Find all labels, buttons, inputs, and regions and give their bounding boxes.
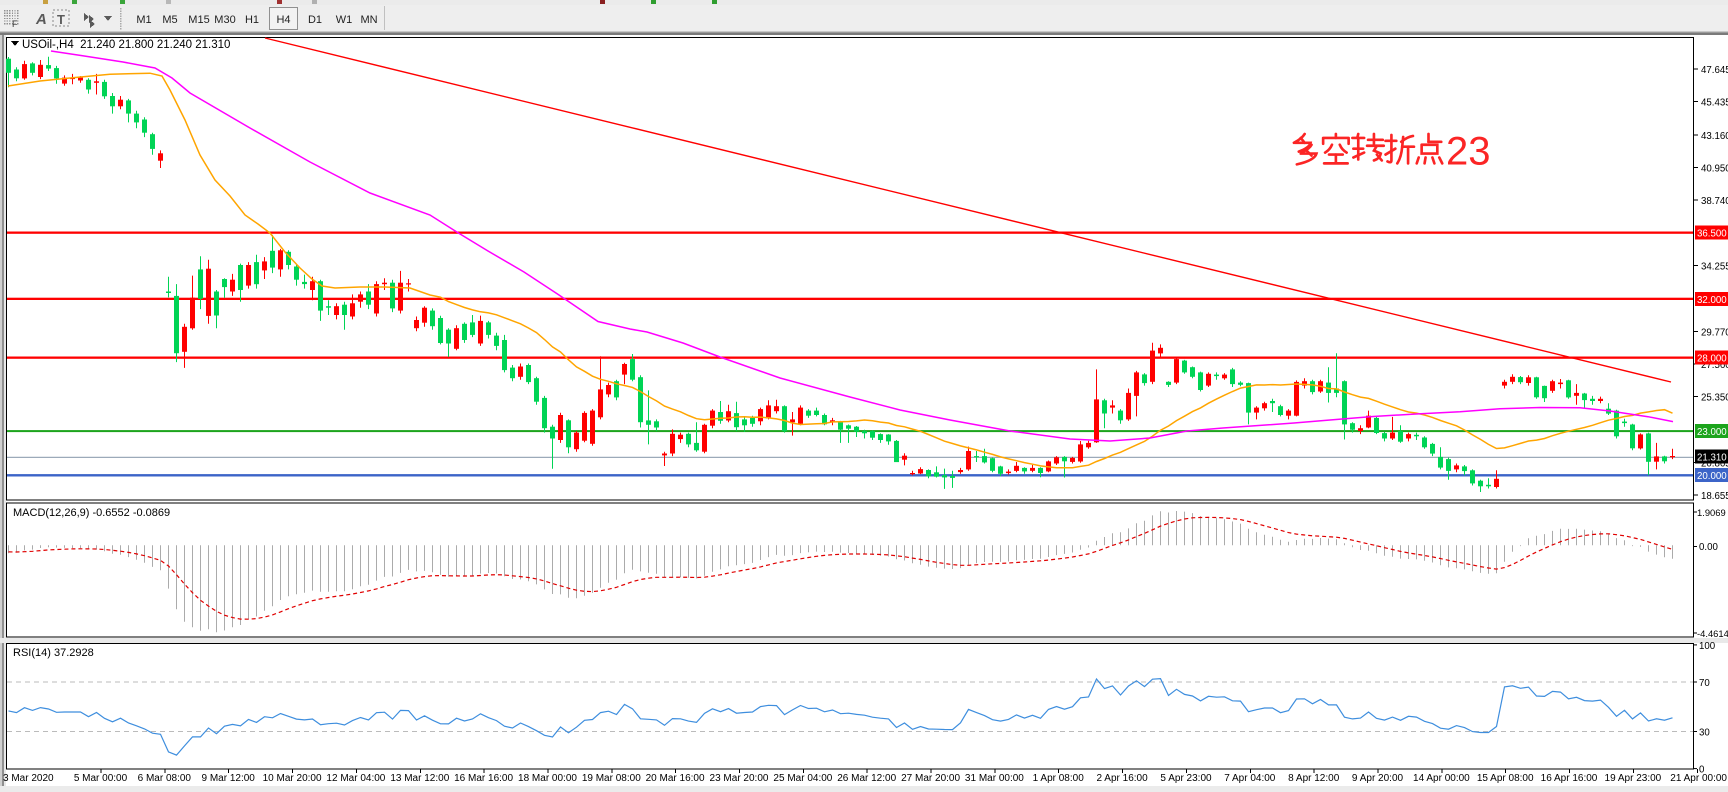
svg-text:9 Apr 20:00: 9 Apr 20:00 (1352, 773, 1404, 784)
svg-text:14 Apr 00:00: 14 Apr 00:00 (1413, 773, 1470, 784)
svg-text:D1: D1 (308, 14, 322, 26)
svg-text:15 Apr 08:00: 15 Apr 08:00 (1477, 773, 1534, 784)
svg-text:A: A (35, 11, 47, 28)
svg-text:5 Mar 00:00: 5 Mar 00:00 (74, 773, 128, 784)
svg-text:0.00: 0.00 (1699, 542, 1718, 553)
svg-text:47.645: 47.645 (1701, 65, 1728, 76)
svg-text:32.000: 32.000 (1697, 295, 1727, 306)
svg-text:H1: H1 (245, 14, 259, 26)
svg-text:12 Mar 04:00: 12 Mar 04:00 (326, 773, 385, 784)
svg-text:25.350: 25.350 (1701, 393, 1728, 404)
svg-text:MN: MN (360, 14, 377, 26)
svg-text:18 Mar 00:00: 18 Mar 00:00 (518, 773, 577, 784)
svg-text:23.000: 23.000 (1697, 427, 1727, 438)
svg-text:3 Mar 2020: 3 Mar 2020 (3, 773, 54, 784)
svg-text:W1: W1 (336, 14, 353, 26)
svg-text:43.160: 43.160 (1701, 131, 1728, 142)
svg-text:29.770: 29.770 (1701, 328, 1728, 339)
svg-text:70: 70 (1699, 678, 1710, 689)
svg-text:M15: M15 (188, 14, 209, 26)
svg-text:M1: M1 (136, 14, 151, 26)
svg-text:18.655: 18.655 (1701, 491, 1728, 502)
svg-text:1.9069: 1.9069 (1697, 507, 1726, 518)
svg-text:T: T (57, 12, 65, 27)
svg-text:23 Mar 20:00: 23 Mar 20:00 (710, 773, 769, 784)
svg-text:45.435: 45.435 (1701, 97, 1728, 108)
svg-text:5 Apr 23:00: 5 Apr 23:00 (1160, 773, 1212, 784)
svg-text:19 Mar 08:00: 19 Mar 08:00 (582, 773, 641, 784)
svg-text:1 Apr 08:00: 1 Apr 08:00 (1033, 773, 1085, 784)
svg-text:F: F (12, 19, 18, 29)
svg-text:21 Apr 00:00: 21 Apr 00:00 (1670, 773, 1727, 784)
svg-text:26 Mar 12:00: 26 Mar 12:00 (837, 773, 896, 784)
svg-text:20 Mar 16:00: 20 Mar 16:00 (646, 773, 705, 784)
svg-text:31 Mar 00:00: 31 Mar 00:00 (965, 773, 1024, 784)
svg-text:-4.4614: -4.4614 (1697, 628, 1728, 639)
svg-text:20.865: 20.865 (1701, 459, 1728, 470)
svg-text:27.560: 27.560 (1701, 360, 1728, 371)
svg-text:38.740: 38.740 (1701, 196, 1728, 207)
svg-text:2 Apr 16:00: 2 Apr 16:00 (1097, 773, 1149, 784)
svg-text:USOil-,H4 21.240 21.800 21.24: USOil-,H4 21.240 21.800 21.240 21.310 (22, 39, 230, 51)
svg-text:25 Mar 04:00: 25 Mar 04:00 (773, 773, 832, 784)
svg-text:16 Apr 16:00: 16 Apr 16:00 (1541, 773, 1598, 784)
svg-text:20.000: 20.000 (1697, 471, 1727, 482)
svg-text:23: 23 (1446, 130, 1491, 174)
svg-text:28.000: 28.000 (1697, 354, 1727, 365)
svg-text:100: 100 (1699, 641, 1716, 652)
svg-text:16 Mar 16:00: 16 Mar 16:00 (454, 773, 513, 784)
svg-text:21.310: 21.310 (1697, 452, 1727, 463)
svg-text:30: 30 (1699, 728, 1710, 739)
svg-text:RSI(14) 37.2928: RSI(14) 37.2928 (13, 647, 94, 659)
svg-text:13 Mar 12:00: 13 Mar 12:00 (390, 773, 449, 784)
svg-text:36.500: 36.500 (1697, 229, 1727, 240)
svg-text:40.950: 40.950 (1701, 163, 1728, 174)
svg-text:M30: M30 (214, 14, 235, 26)
svg-text:MACD(12,26,9) -0.6552 -0.0869: MACD(12,26,9) -0.6552 -0.0869 (13, 507, 170, 519)
svg-text:M5: M5 (162, 14, 177, 26)
svg-text:0: 0 (1699, 765, 1705, 776)
svg-text:34.255: 34.255 (1701, 262, 1728, 273)
svg-text:9 Mar 12:00: 9 Mar 12:00 (202, 773, 256, 784)
svg-text:19 Apr 23:00: 19 Apr 23:00 (1605, 773, 1662, 784)
svg-text:6 Mar 08:00: 6 Mar 08:00 (138, 773, 192, 784)
svg-text:10 Mar 20:00: 10 Mar 20:00 (263, 773, 322, 784)
svg-text:7 Apr 04:00: 7 Apr 04:00 (1224, 773, 1276, 784)
svg-text:8 Apr 12:00: 8 Apr 12:00 (1288, 773, 1340, 784)
svg-text:H4: H4 (276, 14, 290, 26)
svg-text:27 Mar 20:00: 27 Mar 20:00 (901, 773, 960, 784)
